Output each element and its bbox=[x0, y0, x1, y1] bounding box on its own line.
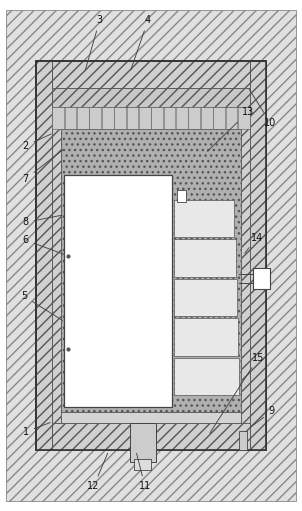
Bar bbox=[61, 129, 241, 412]
Bar bbox=[241, 88, 250, 423]
Bar bbox=[61, 412, 241, 423]
Bar bbox=[52, 88, 250, 107]
Bar bbox=[65, 107, 76, 129]
Bar bbox=[176, 107, 188, 129]
Bar bbox=[175, 358, 239, 395]
Bar bbox=[134, 459, 151, 470]
Bar bbox=[36, 61, 266, 450]
Bar bbox=[52, 107, 64, 129]
Bar bbox=[175, 279, 237, 316]
Bar bbox=[36, 61, 52, 450]
Text: 15: 15 bbox=[210, 353, 264, 433]
Bar bbox=[36, 61, 266, 88]
Bar bbox=[188, 107, 200, 129]
Bar bbox=[114, 107, 126, 129]
Bar bbox=[139, 107, 151, 129]
Text: 6: 6 bbox=[23, 235, 64, 254]
Bar bbox=[226, 107, 237, 129]
Bar bbox=[253, 268, 270, 289]
Text: 4: 4 bbox=[131, 15, 151, 70]
Text: 11: 11 bbox=[137, 453, 151, 492]
Text: 2: 2 bbox=[23, 134, 51, 151]
Bar bbox=[164, 107, 175, 129]
Bar bbox=[201, 107, 213, 129]
Text: 7: 7 bbox=[23, 150, 63, 184]
Bar bbox=[151, 107, 163, 129]
Text: 5: 5 bbox=[21, 291, 63, 320]
Text: 12: 12 bbox=[88, 453, 108, 492]
Text: 1: 1 bbox=[23, 423, 50, 437]
Bar bbox=[52, 88, 61, 423]
Bar bbox=[130, 423, 156, 462]
Bar bbox=[127, 107, 138, 129]
Bar bbox=[36, 61, 266, 450]
Bar bbox=[250, 61, 266, 450]
Bar bbox=[238, 107, 250, 129]
Bar bbox=[36, 423, 266, 450]
Bar bbox=[64, 175, 172, 407]
Text: 10: 10 bbox=[249, 89, 276, 128]
Bar bbox=[89, 107, 101, 129]
Bar bbox=[213, 107, 225, 129]
Text: 8: 8 bbox=[23, 215, 62, 227]
Bar bbox=[175, 200, 234, 237]
Bar bbox=[102, 107, 114, 129]
Bar bbox=[178, 190, 186, 202]
Text: 13: 13 bbox=[207, 107, 254, 151]
Bar bbox=[239, 431, 247, 450]
Bar bbox=[77, 107, 89, 129]
Text: 3: 3 bbox=[85, 15, 103, 70]
Text: 14: 14 bbox=[245, 233, 263, 253]
Text: 9: 9 bbox=[250, 406, 275, 428]
Bar bbox=[175, 239, 236, 277]
Bar bbox=[175, 318, 238, 356]
